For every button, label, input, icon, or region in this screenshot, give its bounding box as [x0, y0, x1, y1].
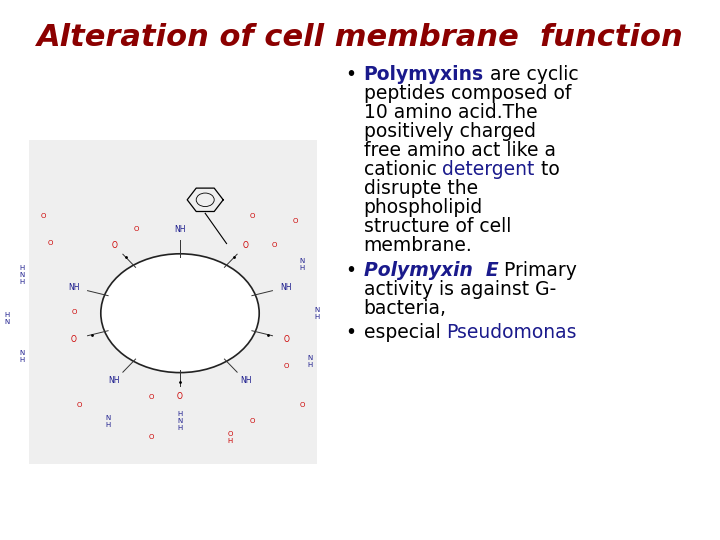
- Text: O: O: [300, 402, 305, 408]
- Text: positively charged: positively charged: [364, 122, 536, 141]
- Text: structure of cell: structure of cell: [364, 217, 511, 236]
- Text: are cyclic: are cyclic: [484, 65, 578, 84]
- Text: N
H: N H: [314, 307, 320, 320]
- Text: Pseudomonas: Pseudomonas: [446, 323, 577, 342]
- Text: H
N
H: H N H: [177, 411, 183, 431]
- Text: O
H: O H: [228, 431, 233, 444]
- Text: O: O: [148, 394, 154, 400]
- Text: free amino act like a: free amino act like a: [364, 141, 556, 160]
- Text: disrupte the: disrupte the: [364, 179, 478, 198]
- Text: Primary: Primary: [498, 260, 577, 280]
- Text: O: O: [48, 240, 53, 246]
- Text: membrane.: membrane.: [364, 236, 472, 255]
- Text: O: O: [133, 226, 139, 232]
- Text: O: O: [71, 309, 76, 315]
- Text: O: O: [148, 434, 154, 441]
- Text: NH: NH: [109, 376, 120, 386]
- Text: O: O: [249, 418, 255, 424]
- Text: phospholipid: phospholipid: [364, 198, 483, 217]
- Text: •: •: [346, 323, 356, 342]
- Text: O: O: [292, 218, 298, 225]
- Text: Polymyxin  E: Polymyxin E: [364, 260, 498, 280]
- Text: O: O: [249, 213, 255, 219]
- Text: 10 amino acid.The: 10 amino acid.The: [364, 103, 537, 122]
- Text: cationic: cationic: [364, 160, 443, 179]
- Text: peptides composed of: peptides composed of: [364, 84, 571, 103]
- Text: O: O: [71, 335, 77, 343]
- Text: Alteration of cell membrane  function: Alteration of cell membrane function: [37, 23, 683, 52]
- Text: Polymyxins: Polymyxins: [364, 65, 484, 84]
- Text: N
H: N H: [19, 350, 24, 363]
- Text: O: O: [283, 335, 289, 343]
- Text: N
H: N H: [307, 355, 312, 368]
- Text: NH: NH: [240, 376, 251, 386]
- Text: O: O: [284, 363, 289, 369]
- Text: NH: NH: [68, 283, 80, 292]
- Text: H
N
H: H N H: [19, 265, 24, 286]
- Text: O: O: [76, 402, 82, 408]
- Text: O: O: [177, 393, 183, 401]
- Text: bacteria,: bacteria,: [364, 299, 446, 318]
- Text: O: O: [40, 213, 46, 219]
- Text: NH: NH: [280, 283, 292, 292]
- Text: to: to: [535, 160, 559, 179]
- Text: especial: especial: [364, 323, 446, 342]
- Text: •: •: [346, 260, 356, 280]
- Text: O: O: [112, 241, 117, 250]
- Text: NH: NH: [174, 225, 186, 234]
- Text: N
H: N H: [300, 258, 305, 271]
- Text: •: •: [346, 65, 356, 84]
- Text: N
H: N H: [105, 415, 111, 428]
- Text: H
N: H N: [4, 312, 10, 325]
- Text: detergent: detergent: [443, 160, 535, 179]
- FancyBboxPatch shape: [29, 140, 317, 464]
- Text: activity is against G-: activity is against G-: [364, 280, 556, 299]
- Circle shape: [101, 254, 259, 373]
- Text: O: O: [243, 241, 248, 250]
- Text: O: O: [271, 242, 277, 248]
